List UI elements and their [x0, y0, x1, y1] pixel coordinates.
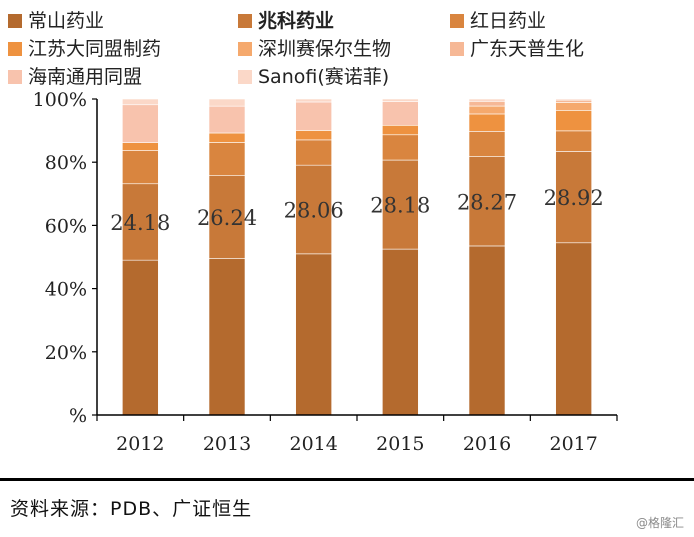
y-tick-label: %: [69, 405, 87, 427]
data-label: 28.18: [370, 194, 430, 218]
bar-segment: [468, 98, 506, 102]
bar-segment: [295, 98, 332, 103]
y-tick-label: 40%: [45, 279, 87, 301]
x-tick-label: 2017: [549, 433, 597, 455]
legend-label: 江苏大同盟制药: [28, 38, 161, 60]
x-tick-label: 2014: [289, 433, 337, 455]
bar-segment: [122, 104, 159, 143]
bars: [122, 98, 592, 416]
bar-segment: [382, 98, 419, 102]
bar-segment: [208, 142, 246, 176]
bar-segment: [295, 130, 332, 141]
bar-segment: [468, 156, 506, 247]
x-tick-label: 2012: [116, 433, 164, 455]
legend-swatch: [238, 14, 252, 28]
legend-label: 深圳赛保尔生物: [258, 38, 391, 60]
watermark: @格隆汇: [635, 516, 684, 530]
bar-segment: [555, 110, 592, 132]
bar-segment: [468, 245, 506, 416]
bar-segment: [555, 102, 592, 111]
legend-label: 常山药业: [28, 10, 104, 32]
legend-swatch: [8, 42, 22, 56]
y-tick-label: 20%: [45, 342, 87, 364]
bar-segment: [208, 258, 246, 416]
bar-segment: [555, 130, 592, 152]
bar-segment: [295, 139, 332, 166]
bar-segment: [208, 105, 246, 134]
legend-swatch: [8, 14, 22, 28]
legend-label: 兆科药业: [258, 9, 334, 32]
y-tick-label: 100%: [33, 89, 87, 111]
bar-segment: [208, 132, 246, 143]
bar-segment: [468, 113, 506, 132]
bar-segment: [122, 183, 159, 261]
bar-segment: [382, 159, 419, 250]
bar-segment: [555, 151, 592, 244]
x-tick-label: 2013: [203, 433, 251, 455]
data-label: 28.06: [284, 199, 344, 223]
bar-segment: [295, 101, 332, 131]
bar-segment: [382, 248, 419, 416]
bar-segment: [208, 98, 246, 107]
legend-swatch: [238, 70, 252, 84]
bar-segment: [122, 142, 159, 151]
legend-swatch: [238, 42, 252, 56]
legend-swatch: [8, 70, 22, 84]
data-labels: 24.18 26.24 28.06 28.18 28.27 28.92: [110, 186, 603, 235]
bar-segment: [468, 101, 506, 107]
y-tick-label: 60%: [45, 215, 87, 237]
bar-segment: [468, 131, 506, 157]
bar-segment: [555, 99, 592, 103]
data-label: 26.24: [197, 206, 257, 230]
bar-segment: [382, 124, 419, 136]
data-label: 24.18: [110, 211, 170, 235]
legend-swatch: [450, 42, 464, 56]
x-tick-label: 2016: [463, 433, 511, 455]
bar-segment: [122, 150, 159, 185]
axes: % 20% 40% 60% 80% 100% 2012 2013 2014 2015 2016 201…: [33, 89, 618, 455]
bar-segment: [468, 105, 506, 115]
source-divider: [0, 478, 694, 481]
data-label: 28.92: [544, 186, 604, 210]
bar-segment: [122, 259, 159, 416]
legend-swatch: [450, 14, 464, 28]
bar-segment: [382, 101, 419, 126]
data-label: 28.27: [457, 190, 517, 214]
legend-label: 广东天普生化: [470, 38, 584, 60]
source-note: 资料来源：PDB、广证恒生: [10, 498, 253, 520]
legend-label: Sanofi(赛诺菲): [258, 66, 389, 88]
y-tick-label: 80%: [45, 152, 87, 174]
bar-segment: [122, 98, 159, 106]
bar-segment: [555, 242, 592, 416]
bar-segment: [295, 253, 332, 416]
legend-label: 红日药业: [470, 10, 546, 32]
bar-segment: [382, 134, 419, 161]
x-tick-label: 2015: [376, 433, 424, 455]
bar-segment: [555, 98, 592, 101]
legend-label: 海南通用同盟: [28, 66, 142, 88]
bar-segment: [208, 175, 246, 259]
